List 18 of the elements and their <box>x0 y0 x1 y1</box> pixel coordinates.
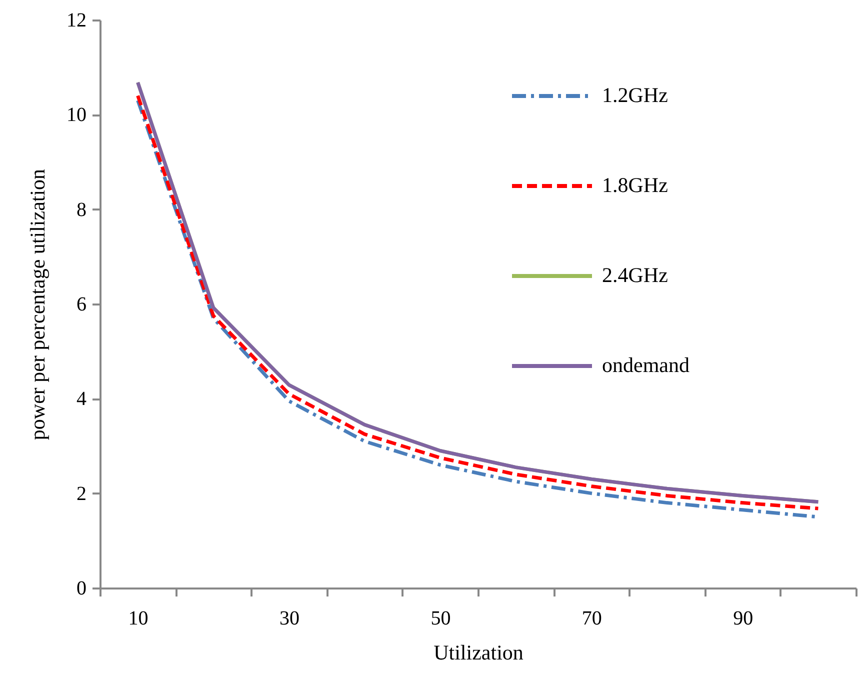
x-tick-label: 10 <box>128 608 148 630</box>
x-tick-label: 50 <box>430 608 451 630</box>
legend-label: 1.8GHz <box>602 173 668 197</box>
y-tick-label: 4 <box>76 388 86 410</box>
legend-label: ondemand <box>602 353 690 377</box>
legend-label: 2.4GHz <box>602 263 668 287</box>
x-axis-title: Utilization <box>434 640 524 664</box>
y-tick-label: 6 <box>76 294 86 316</box>
y-tick-label: 2 <box>76 482 86 505</box>
y-tick-label: 8 <box>76 198 86 221</box>
y-tick-label: 10 <box>66 104 86 126</box>
x-tick-label: 30 <box>280 608 300 630</box>
x-tick-label: 90 <box>733 608 754 630</box>
y-tick-label: 12 <box>66 10 86 32</box>
x-tick-label: 70 <box>582 608 602 630</box>
y-axis-title: power per percentage utilization <box>26 168 50 440</box>
y-tick-label: 0 <box>76 578 86 600</box>
legend-label: 1.2GHz <box>602 83 668 107</box>
